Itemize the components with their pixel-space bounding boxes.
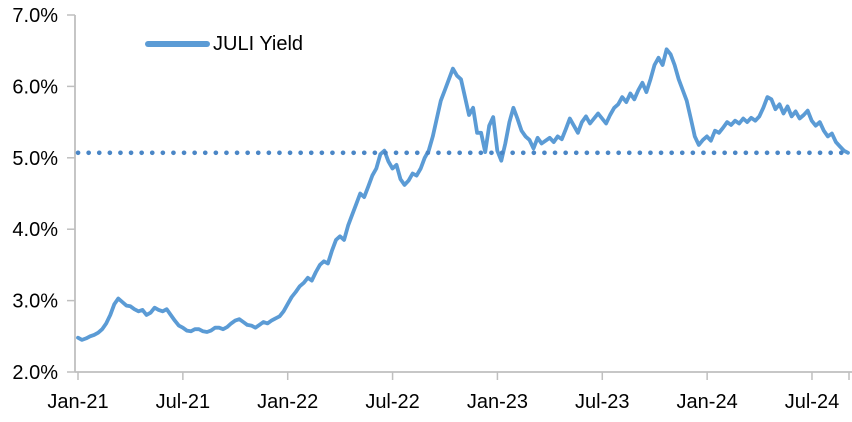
juli-yield-line [76,47,850,342]
legend: JULI Yield [145,31,303,57]
x-tick-label: Jul-22 [365,391,419,413]
y-tick-label: 3.0% [12,291,58,313]
y-tick-label: 5.0% [12,148,58,170]
legend-line-swatch [145,41,210,47]
x-tick-label: Jul-21 [156,391,210,413]
y-tick-label: 4.0% [12,219,58,241]
y-tick-label: 2.0% [12,362,58,384]
x-tick-label: Jan-22 [257,391,318,413]
x-tick-label: Jan-23 [467,391,528,413]
y-tick-label: 6.0% [12,76,58,98]
x-tick-label: Jan-21 [47,391,108,413]
legend-label: JULI Yield [213,32,304,55]
x-tick-label: Jul-23 [575,391,629,413]
x-tick-label: Jan-24 [677,391,738,413]
y-tick-label: 7.0% [12,5,58,27]
x-tick-label: Jul-24 [785,391,839,413]
